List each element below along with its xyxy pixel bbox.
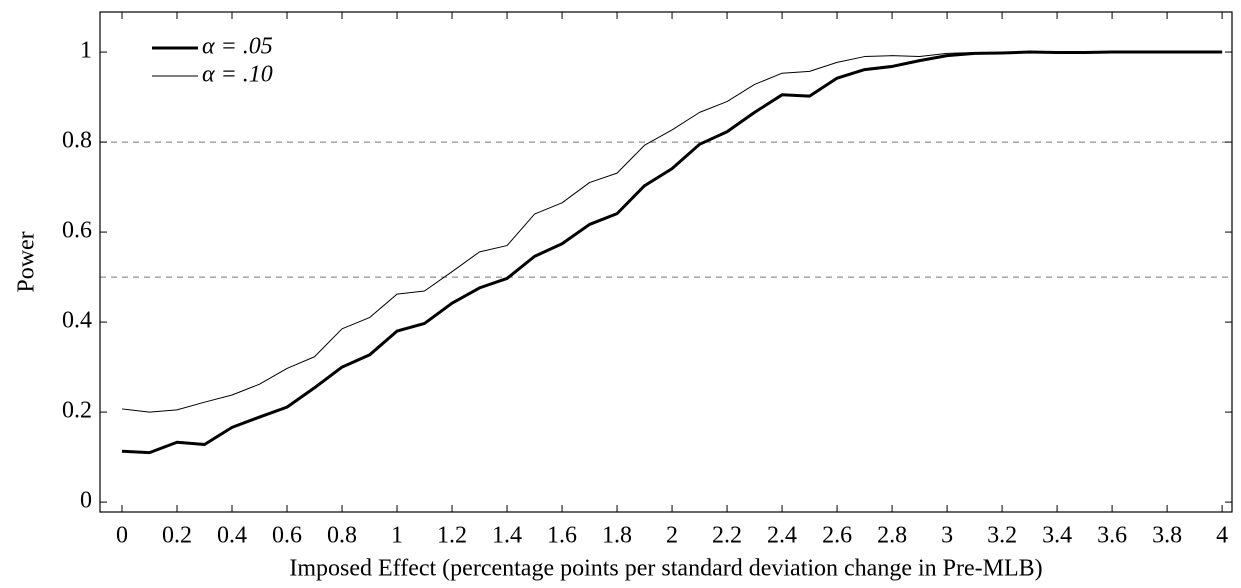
series-line <box>121 50 1223 455</box>
x-tick-label: 1.6 <box>547 523 577 549</box>
x-tick-label: 3.8 <box>1152 523 1182 549</box>
x-tick-label: 2.4 <box>767 523 797 549</box>
series-line <box>121 51 1223 413</box>
x-tick-label: 1.4 <box>492 523 522 549</box>
x-tick-label: 2 <box>666 523 678 549</box>
x-tick-label: 3.2 <box>987 523 1017 549</box>
x-tick-label: 0.4 <box>217 523 247 549</box>
legend-label: α = .10 <box>202 62 273 88</box>
x-tick-label: 1 <box>391 523 403 549</box>
y-tick-label: 0 <box>80 488 92 514</box>
x-tick-label: 3.4 <box>1042 523 1072 549</box>
x-axis-label: Imposed Effect (percentage points per st… <box>289 556 1042 582</box>
x-tick-label: 2.6 <box>822 523 852 549</box>
x-tick-label: 2.8 <box>877 523 907 549</box>
plot-frame <box>99 11 1233 513</box>
x-tick-label: 2.2 <box>712 523 742 549</box>
y-axis-label: Power <box>14 231 40 292</box>
x-tick-label: 1.2 <box>437 523 467 549</box>
y-tick-label: 0.8 <box>62 128 92 154</box>
x-tick-label: 0.6 <box>272 523 302 549</box>
y-tick-label: 0.6 <box>62 218 92 244</box>
legend-label: α = .05 <box>202 34 273 60</box>
x-tick-label: 4 <box>1216 523 1228 549</box>
y-tick-label: 0.4 <box>62 308 92 334</box>
y-tick-label: 0.2 <box>62 398 92 424</box>
x-tick-label: 0 <box>116 523 128 549</box>
y-tick-label: 1 <box>80 38 92 64</box>
x-tick-label: 0.8 <box>327 523 357 549</box>
x-tick-label: 1.8 <box>602 523 632 549</box>
x-tick-label: 0.2 <box>162 523 192 549</box>
x-tick-label: 3.6 <box>1097 523 1127 549</box>
x-tick-label: 3 <box>941 523 953 549</box>
